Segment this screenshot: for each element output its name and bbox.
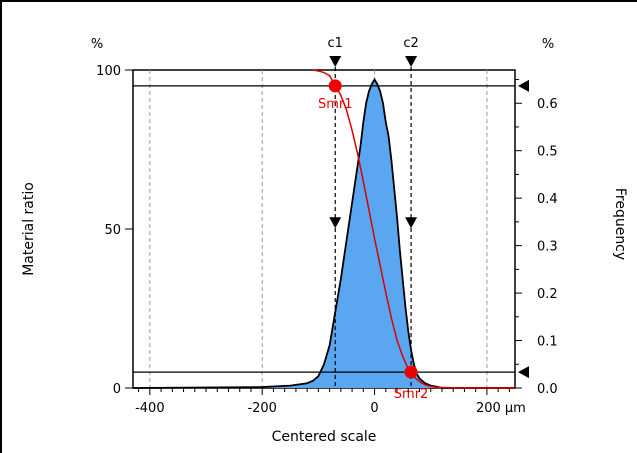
threshold-marker	[518, 79, 529, 92]
x-tick-label: 200 µm	[476, 401, 526, 416]
frequency-outline	[132, 77, 515, 389]
cursor-handle-c2	[405, 56, 418, 67]
y-left-tick-label: 50	[104, 223, 121, 238]
x-tick-label: -200	[247, 401, 277, 416]
y-right-axis-title: Frequency	[612, 188, 628, 260]
marker-smr1	[328, 79, 342, 93]
cursor-label-c2: c2	[403, 36, 418, 51]
y-right-tick-label: 0.6	[537, 97, 558, 112]
y-right-tick-label: 0.5	[537, 145, 558, 160]
x-tick-label: -400	[135, 401, 165, 416]
cursor-handle-c1	[329, 56, 342, 67]
marker-label-smr1: Smr1	[318, 97, 353, 112]
threshold-marker	[518, 366, 529, 379]
y-left-tick-label: 0	[113, 382, 121, 397]
plot-area	[132, 69, 516, 389]
right-axis-unit: %	[542, 37, 554, 52]
x-tick-label: 0	[370, 401, 378, 416]
axes: -400 -200 0 200 µm 0 50 100 0.0 0.1 0.2 0.3 0.4 0.5 0…	[96, 64, 558, 416]
cursor-midpoint-c2	[405, 217, 418, 229]
y-right-tick-label: 0.3	[537, 240, 558, 255]
left-axis-unit: %	[91, 37, 103, 52]
y-left-tick-label: 100	[96, 64, 121, 79]
marker-smr2	[404, 365, 418, 379]
y-right-tick-label: 0.1	[537, 335, 558, 350]
x-axis-title: Centered scale	[272, 429, 377, 445]
cursor-midpoint-c1	[329, 217, 342, 229]
y-right-tick-label: 0.4	[537, 192, 558, 207]
cursor-lines: c1 c2 Smr1 Smr2	[133, 36, 529, 402]
frequency-series	[132, 77, 515, 389]
y-left-axis-title: Material ratio	[21, 182, 37, 276]
y-right-tick-label: 0.0	[537, 382, 558, 397]
marker-label-smr2: Smr2	[394, 387, 429, 402]
cursor-label-c1: c1	[328, 36, 343, 51]
y-right-tick-label: 0.2	[537, 287, 558, 302]
